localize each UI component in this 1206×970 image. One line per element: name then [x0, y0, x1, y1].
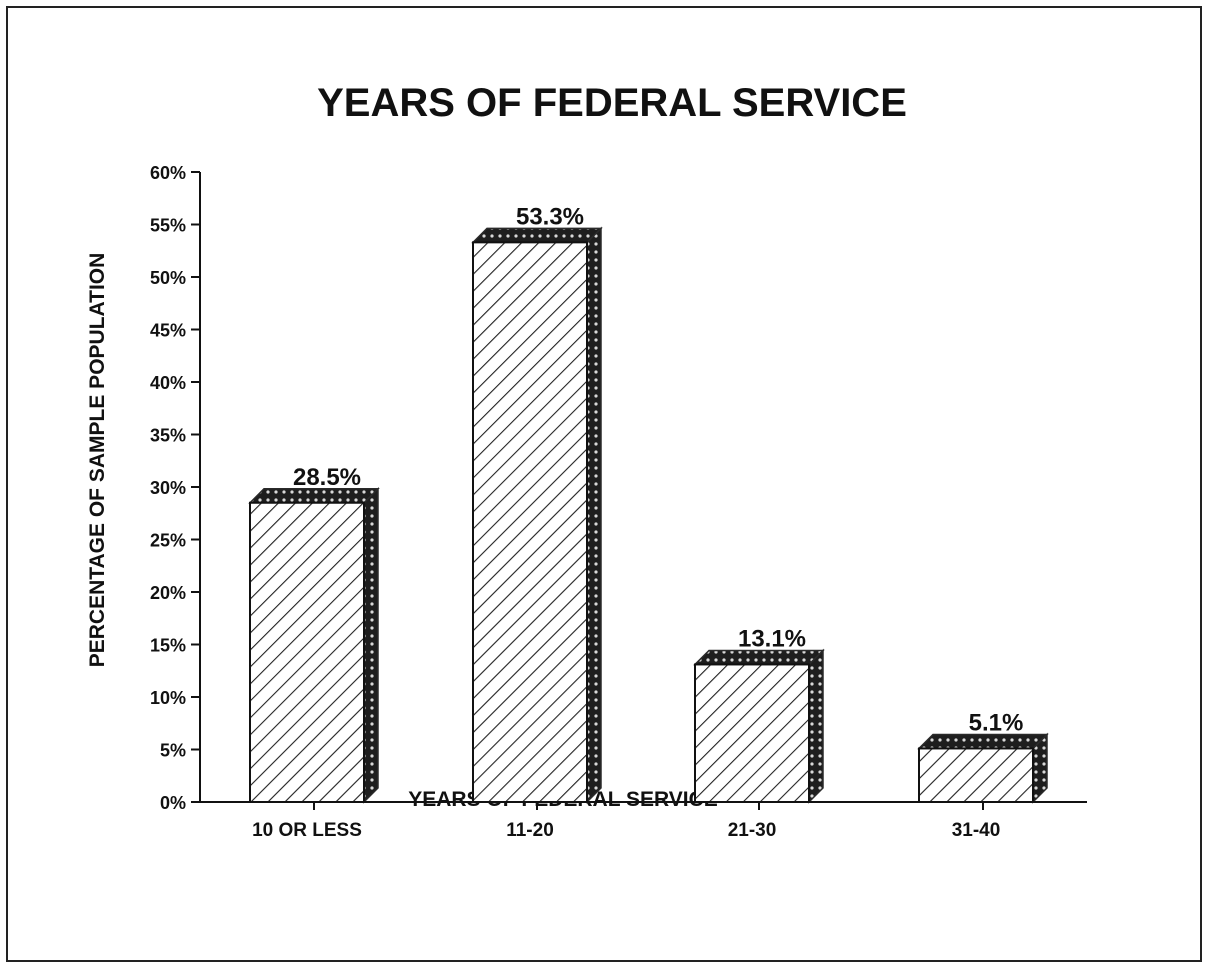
bar — [248, 486, 380, 804]
bar-top — [471, 227, 603, 244]
bars — [248, 226, 1049, 804]
y-tick-label: 35% — [150, 426, 186, 446]
bar-top — [693, 649, 825, 666]
y-tick-label: 30% — [150, 478, 186, 498]
chart-title: YEARS OF FEDERAL SERVICE — [317, 81, 907, 125]
bar-top — [917, 733, 1049, 750]
y-tick-label: 10% — [150, 688, 186, 708]
category-label: 11-20 — [506, 820, 554, 841]
bar-side — [363, 486, 379, 804]
y-tick-label: 50% — [150, 268, 186, 288]
y-tick-label: 0% — [160, 793, 186, 813]
y-tick-label: 60% — [150, 163, 186, 183]
bar-top — [248, 488, 380, 504]
y-tick-label: 20% — [150, 583, 186, 603]
y-tick-label: 25% — [150, 531, 186, 551]
bar-front — [918, 747, 1034, 804]
bar — [471, 226, 603, 804]
y-tick-label: 15% — [150, 636, 186, 656]
y-axis-label: PERCENTAGE OF SAMPLE POPULATION — [86, 253, 109, 668]
y-axis: 0% 5% 10% 15% 20% 25% 30% 35% 40% 45% 50% 55% 60% — [150, 163, 200, 813]
category-label: 21-30 — [728, 820, 777, 841]
data-label: 53.3% — [516, 203, 584, 230]
bar-front — [249, 501, 365, 803]
category-label: 31-40 — [952, 820, 1001, 841]
y-tick-label: 5% — [160, 741, 186, 761]
x-axis-categories: 10 OR LESS 11-20 21-30 31-40 — [252, 802, 1000, 841]
bar — [693, 648, 825, 804]
y-tick-label: 55% — [150, 216, 186, 236]
bar-side — [586, 226, 602, 804]
y-tick-label: 45% — [150, 321, 186, 341]
bar — [917, 732, 1049, 804]
data-label: 5.1% — [969, 709, 1024, 736]
bar-front — [472, 241, 588, 804]
category-label: 10 OR LESS — [252, 820, 362, 841]
y-tick-label: 40% — [150, 373, 186, 393]
data-labels: 28.5% 53.3% 13.1% 5.1% — [293, 203, 1023, 736]
data-label: 28.5% — [293, 464, 361, 491]
bar-side — [808, 648, 824, 804]
bar-front — [694, 663, 810, 804]
data-label: 13.1% — [738, 625, 806, 652]
